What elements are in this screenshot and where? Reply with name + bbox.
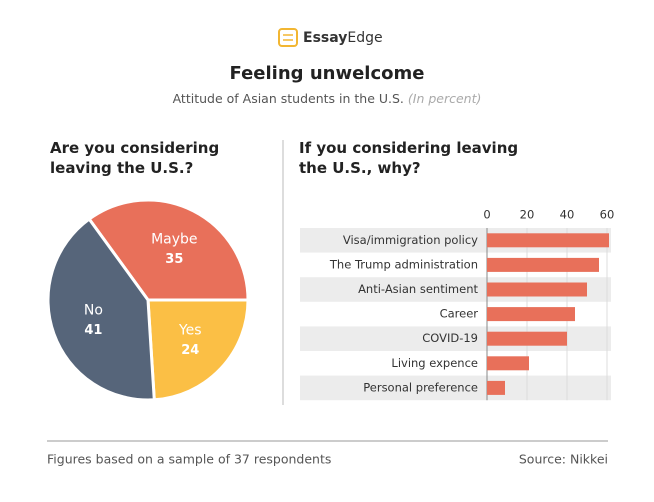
pie-slice: [146, 298, 250, 402]
slice-value: 35: [165, 252, 183, 267]
logo-bold: Essay: [303, 30, 347, 46]
x-tick-label: 60: [600, 208, 615, 222]
y-tick-label: Career: [440, 307, 479, 321]
title: Feeling unwelcome: [230, 63, 425, 84]
pie-title: Are you considering leaving the U.S.?: [50, 139, 220, 177]
slice-label: No: [84, 303, 103, 319]
logo-regular: Edge: [347, 30, 382, 46]
bar: [487, 356, 529, 371]
subtitle: Attitude of Asian students in the U.S.: [173, 91, 404, 106]
row-band: [300, 375, 611, 401]
pie-slice: [87, 198, 250, 302]
footer-source: Source: Nikkei: [519, 452, 608, 467]
bar: [487, 331, 567, 346]
y-tick-label: The Trump administration: [329, 257, 478, 271]
bar: [487, 282, 587, 297]
logo: EssayEdge: [303, 30, 383, 46]
x-tick-label: 0: [483, 208, 490, 222]
y-tick-label: Living expence: [391, 356, 478, 370]
bar: [487, 307, 575, 322]
bar: [487, 257, 599, 272]
y-tick-label: Personal preference: [363, 380, 478, 394]
logo-icon: [278, 28, 298, 47]
bar: [487, 233, 609, 248]
footer-note: Figures based on a sample of 37 responde…: [47, 452, 331, 467]
slice-value: 41: [84, 323, 102, 338]
x-tick-label: 40: [560, 208, 575, 222]
bar: [487, 380, 505, 395]
y-tick-label: COVID-19: [422, 331, 478, 345]
subtitle-note: (In percent): [408, 91, 482, 106]
y-tick-label: Anti-Asian sentiment: [358, 282, 478, 296]
slice-label: Yes: [178, 323, 202, 339]
bar-title: If you considering leaving the U.S., why…: [299, 139, 519, 177]
x-tick-label: 20: [520, 208, 535, 222]
slice-label: Maybe: [151, 231, 197, 247]
pie-slice: [46, 217, 156, 402]
y-tick-label: Visa/immigration policy: [343, 233, 478, 247]
slice-value: 24: [181, 343, 199, 358]
subtitle-line: Attitude of Asian students in the U.S. (…: [173, 91, 482, 106]
